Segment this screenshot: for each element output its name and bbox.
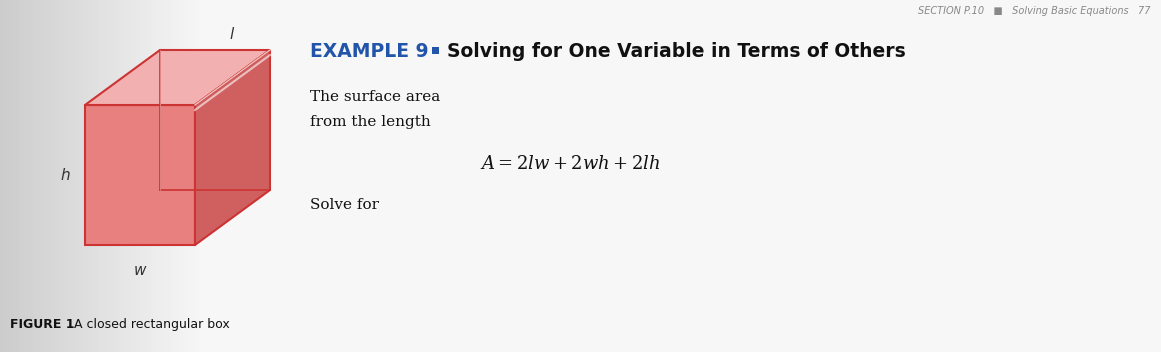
Bar	[182, 0, 185, 352]
Bar	[147, 0, 150, 352]
Text: $l$: $l$	[230, 26, 236, 42]
Bar	[28, 0, 30, 352]
Bar	[22, 0, 26, 352]
Bar	[125, 0, 128, 352]
Bar	[85, 0, 87, 352]
Text: from the length: from the length	[310, 115, 435, 129]
Bar	[137, 0, 140, 352]
Bar	[95, 0, 98, 352]
Bar	[167, 0, 170, 352]
Bar	[175, 0, 178, 352]
Bar	[158, 0, 160, 352]
Bar	[33, 0, 35, 352]
Bar	[140, 0, 143, 352]
Bar	[132, 0, 135, 352]
Text: A closed rectangular box: A closed rectangular box	[66, 318, 230, 331]
Polygon shape	[85, 50, 271, 105]
Bar	[432, 47, 439, 54]
Bar	[145, 0, 147, 352]
Bar	[87, 0, 91, 352]
Bar	[58, 0, 60, 352]
Text: FIGURE 1: FIGURE 1	[10, 318, 74, 331]
Bar	[80, 0, 82, 352]
Bar	[2, 0, 5, 352]
Bar	[185, 0, 187, 352]
Bar	[67, 0, 70, 352]
Bar	[173, 0, 175, 352]
Bar	[35, 0, 37, 352]
Bar	[152, 0, 156, 352]
Text: Solve for: Solve for	[310, 198, 384, 212]
Bar	[150, 0, 152, 352]
Bar	[30, 0, 33, 352]
Bar	[0, 0, 2, 352]
Bar	[48, 0, 50, 352]
Bar	[123, 0, 125, 352]
Bar	[156, 0, 158, 352]
Bar	[7, 0, 10, 352]
Bar	[135, 0, 137, 352]
Bar	[197, 0, 200, 352]
Bar	[72, 0, 75, 352]
Bar	[113, 0, 115, 352]
Bar	[193, 0, 195, 352]
Bar	[50, 0, 52, 352]
Bar	[26, 0, 28, 352]
Bar	[60, 0, 63, 352]
Bar	[143, 0, 145, 352]
Bar	[45, 0, 48, 352]
Bar	[187, 0, 190, 352]
Bar	[43, 0, 45, 352]
Bar	[115, 0, 117, 352]
Text: EXAMPLE 9: EXAMPLE 9	[310, 42, 428, 61]
Bar	[160, 0, 163, 352]
Bar	[5, 0, 7, 352]
Bar	[15, 0, 17, 352]
Bar	[91, 0, 93, 352]
Bar	[108, 0, 110, 352]
Bar	[17, 0, 20, 352]
Polygon shape	[195, 50, 271, 245]
Bar	[75, 0, 78, 352]
Bar	[100, 0, 102, 352]
Bar	[180, 0, 182, 352]
Bar	[98, 0, 100, 352]
Bar	[65, 0, 67, 352]
Bar	[70, 0, 72, 352]
Bar	[37, 0, 39, 352]
Bar	[52, 0, 55, 352]
Text: Solving for One Variable in Terms of Others: Solving for One Variable in Terms of Oth…	[447, 42, 906, 61]
Bar	[165, 0, 167, 352]
Bar	[20, 0, 22, 352]
Bar	[178, 0, 180, 352]
Bar	[110, 0, 113, 352]
Text: $w$: $w$	[132, 263, 147, 278]
Bar	[82, 0, 85, 352]
Bar	[10, 0, 13, 352]
Bar	[55, 0, 58, 352]
Text: SECTION P.10   ■   Solving Basic Equations   77: SECTION P.10 ■ Solving Basic Equations 7…	[917, 6, 1151, 16]
Bar	[63, 0, 65, 352]
Bar	[130, 0, 132, 352]
Bar	[78, 0, 80, 352]
Bar	[93, 0, 95, 352]
Text: $h$: $h$	[60, 167, 71, 183]
Bar	[102, 0, 104, 352]
Bar	[120, 0, 123, 352]
Bar	[170, 0, 173, 352]
Bar	[117, 0, 120, 352]
Bar	[13, 0, 15, 352]
Bar	[39, 0, 43, 352]
Bar	[195, 0, 197, 352]
Bar	[104, 0, 108, 352]
Polygon shape	[85, 105, 195, 245]
Bar	[128, 0, 130, 352]
Text: The surface area: The surface area	[310, 90, 445, 104]
Bar	[163, 0, 165, 352]
Bar	[190, 0, 193, 352]
Text: $A = 2lw + 2wh + 2lh$: $A = 2lw + 2wh + 2lh$	[479, 155, 661, 173]
